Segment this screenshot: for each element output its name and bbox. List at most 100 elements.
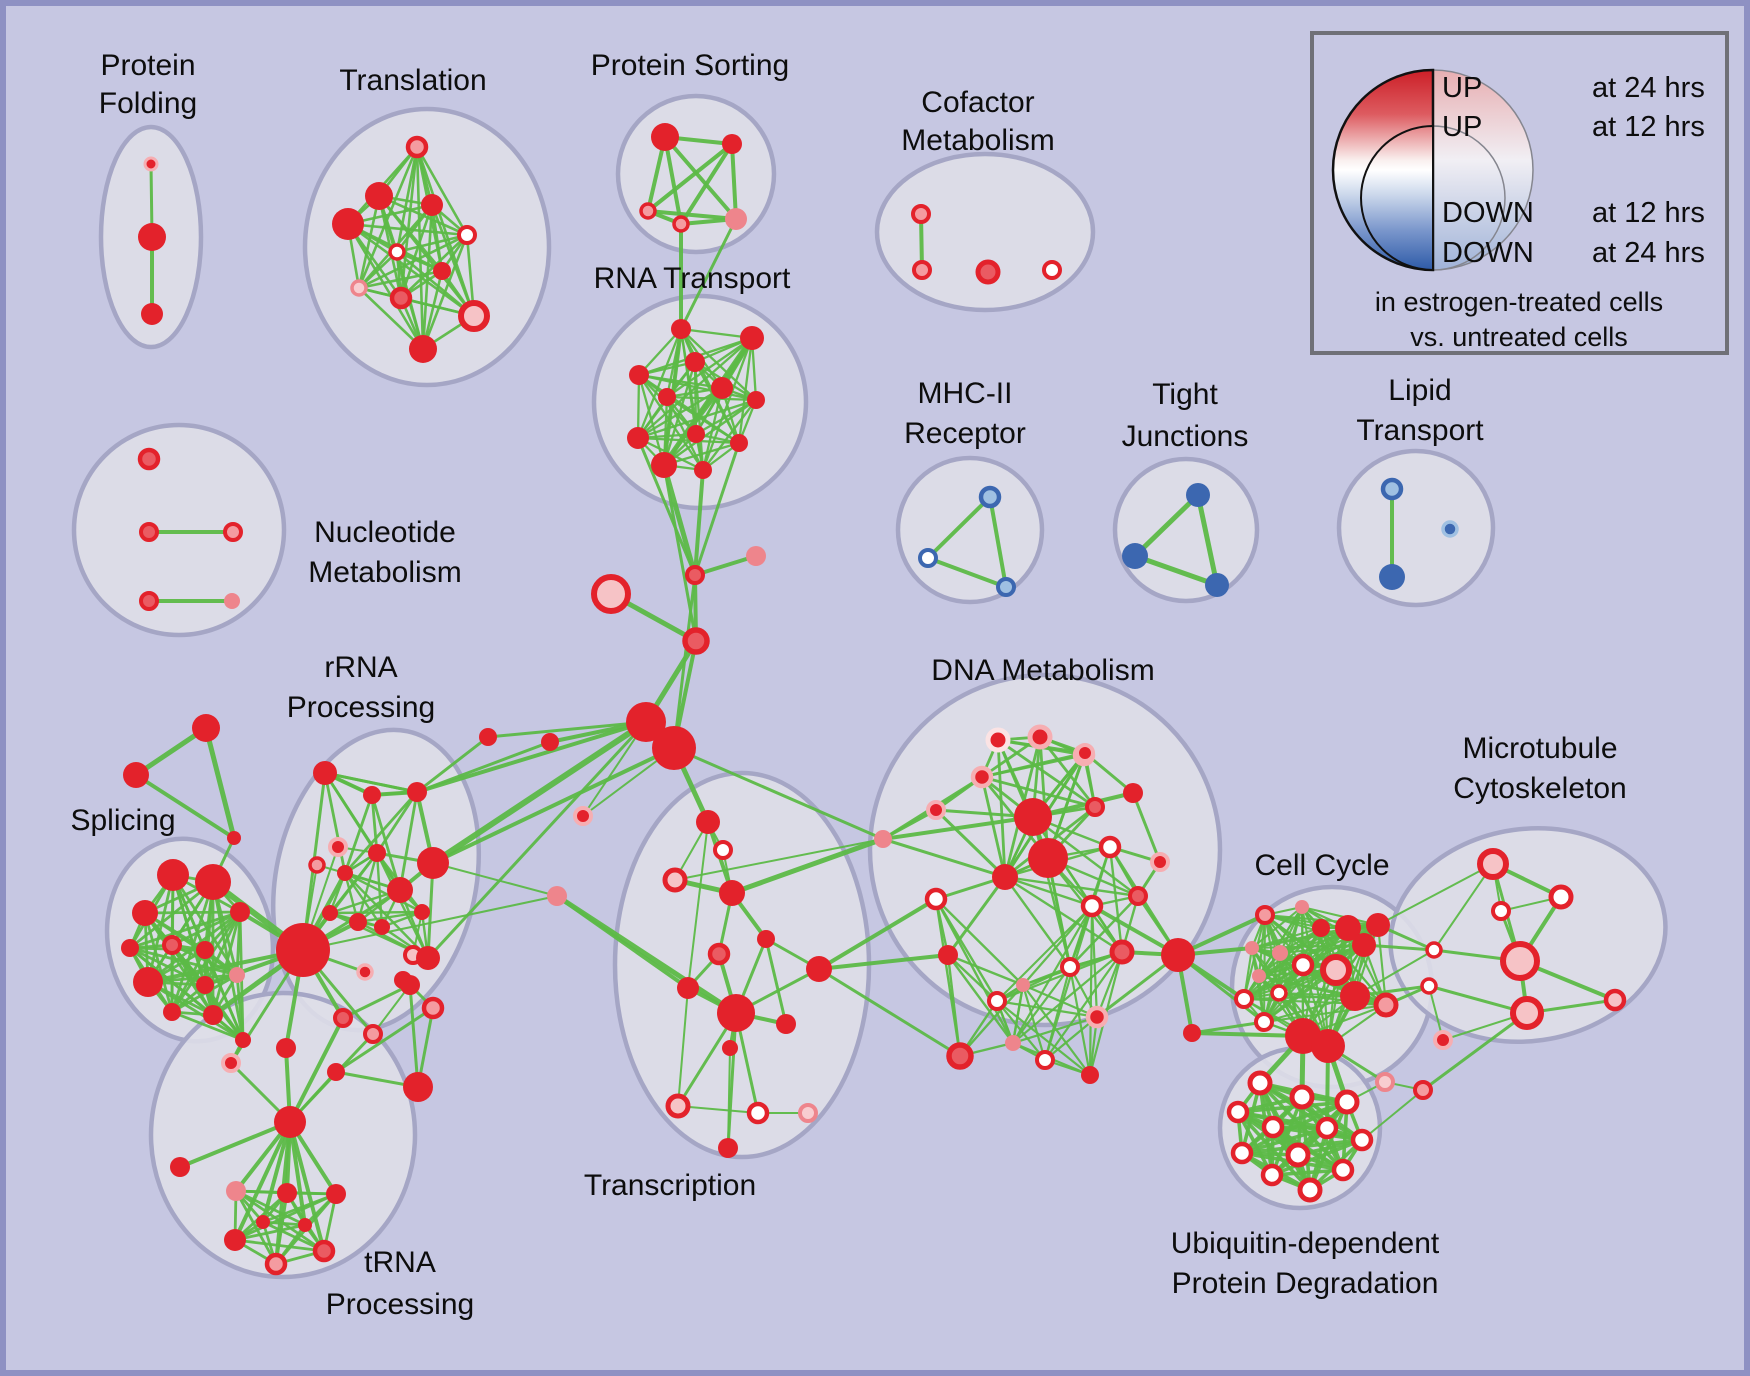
- edge-L1-L7: [370, 793, 402, 892]
- edge-M7-M11: [261, 1192, 338, 1224]
- node-K11: [203, 1005, 223, 1025]
- node-J1: [123, 762, 149, 788]
- node-R10: [1252, 969, 1266, 983]
- node-M9: [312, 1239, 336, 1263]
- node-E9: [730, 434, 748, 452]
- edge-N0-N5: [672, 573, 697, 750]
- node-E1: [740, 326, 764, 350]
- cluster-lipid-transport-label: Lipid Transport: [1356, 374, 1484, 447]
- edge-N0-N1: [693, 554, 758, 577]
- edge-R9-R13: [1262, 943, 1366, 1024]
- node-P3: [719, 880, 745, 906]
- node-R12: [1234, 989, 1254, 1009]
- node-R0: [1255, 905, 1275, 925]
- node-Q13: [1128, 886, 1148, 906]
- edge-C4-E0: [679, 217, 738, 331]
- edge-N11-Q22: [817, 967, 962, 1058]
- node-R18: [1373, 992, 1399, 1018]
- node-M10: [264, 1252, 288, 1276]
- edge-Q16-Q23: [1011, 965, 1072, 1045]
- edge-Q19-Q21: [946, 953, 1025, 987]
- legend-updown-glyph: [1331, 68, 1534, 272]
- node-L4: [308, 856, 326, 874]
- node-R17: [1183, 1024, 1201, 1042]
- edge-B1-B7: [357, 194, 381, 290]
- edge-K9-K12: [235, 973, 245, 1042]
- edge-B0-B4: [415, 145, 469, 237]
- edge-Q19-Q22: [946, 953, 962, 1058]
- cluster-protein-sorting-label: Protein Sorting: [591, 49, 789, 82]
- node-T1: [1289, 1084, 1315, 1110]
- edge-C0-C4: [663, 135, 738, 221]
- edge-Q5-Q15: [1003, 875, 1124, 954]
- edge-E0-E6: [679, 327, 758, 402]
- node-Q17: [1085, 1005, 1109, 1029]
- node-I3: [139, 591, 159, 611]
- node-J0: [192, 714, 220, 742]
- edge-N7-L21: [302, 895, 558, 951]
- node-E6: [747, 391, 765, 409]
- node-N2: [591, 574, 631, 614]
- node-T3: [1226, 1100, 1250, 1124]
- node-T4: [1261, 1115, 1285, 1139]
- edge-Q5-Q19: [946, 875, 1007, 957]
- edge-Q5-Q14: [1003, 875, 1094, 908]
- edge-Q17-Q21: [1021, 983, 1099, 1019]
- edge-N5-L8: [431, 746, 676, 865]
- edge-Q14-Q21: [1021, 904, 1094, 987]
- node-R11: [1270, 984, 1288, 1002]
- node-N12: [1161, 938, 1195, 972]
- edge-L18-L19: [372, 984, 411, 1035]
- edge-Q10-Q12: [1131, 791, 1162, 864]
- node-H0: [1380, 477, 1404, 501]
- edge-L0-L6: [323, 771, 347, 875]
- node-P9: [722, 1040, 738, 1056]
- edge-Q1-Q11: [1038, 735, 1097, 809]
- edge-E6-E11: [701, 398, 758, 472]
- node-T9: [1331, 1158, 1355, 1182]
- cluster-ubiquitin-degradation-label: Ubiquitin-dependent Protein Degradation: [1171, 1227, 1440, 1300]
- edge-L1-L6: [343, 793, 374, 875]
- node-B5: [388, 243, 406, 261]
- node-Q7: [1028, 838, 1068, 878]
- node-B10: [409, 335, 437, 363]
- edge-N9-L2: [415, 735, 490, 794]
- edge-Q20-Q25: [995, 999, 1092, 1077]
- node-R3: [1335, 915, 1361, 941]
- edge-Q0-Q5: [996, 738, 1007, 879]
- cluster-labels: Protein Folding Translation Protein Sorting…: [70, 49, 1626, 1321]
- node-M0: [274, 1106, 306, 1138]
- cluster-trna-processing-label: tRNA Processing: [326, 1246, 474, 1321]
- node-C2: [639, 202, 657, 220]
- node-E3: [629, 365, 649, 385]
- cluster-transcription-label: Transcription: [584, 1169, 756, 1202]
- node-C1: [722, 134, 742, 154]
- edge-L9-L10: [328, 910, 424, 915]
- node-D0: [911, 204, 931, 224]
- node-Q25: [1081, 1066, 1099, 1084]
- edge-Q21-Q22: [958, 983, 1025, 1058]
- node-N8: [541, 733, 559, 751]
- edge-R12-R16: [1242, 994, 1357, 1001]
- edge-T2-T11: [1308, 1100, 1349, 1192]
- edge-J0-J1: [133, 725, 209, 778]
- edge-N7-P7: [554, 893, 739, 1016]
- node-E0: [671, 319, 691, 339]
- node-B1: [365, 182, 393, 210]
- node-Q3: [970, 765, 994, 789]
- node-B8: [389, 286, 413, 310]
- node-M5: [226, 1181, 246, 1201]
- edge-G1-G2: [1132, 553, 1220, 588]
- node-Q18: [924, 887, 948, 911]
- node-P10: [665, 1093, 691, 1119]
- node-N3: [682, 627, 710, 655]
- edge-Q16-Q24: [1043, 965, 1072, 1062]
- node-N17: [1433, 1030, 1453, 1050]
- edge-Q19-Q23: [946, 953, 1015, 1045]
- edge-Q21-Q23: [1011, 983, 1025, 1045]
- edge-B4-B7: [357, 233, 469, 290]
- node-R6: [1272, 945, 1288, 961]
- node-Q22: [946, 1042, 974, 1070]
- edge-P8-P4: [764, 937, 788, 1026]
- edge-Q3-Q5: [980, 775, 1007, 879]
